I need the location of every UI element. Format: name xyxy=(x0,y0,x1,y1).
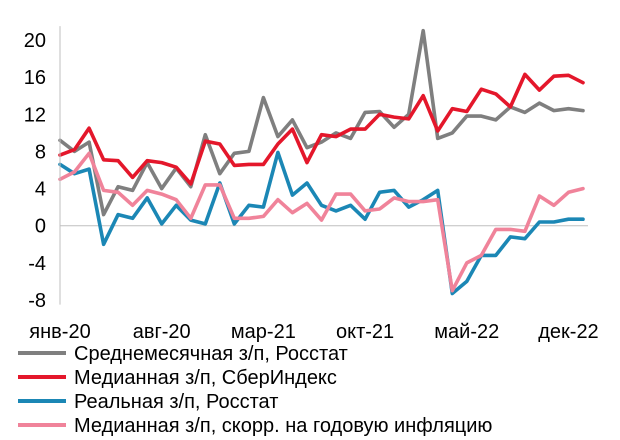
legend-label-1: Среднемесячная з/п, Росстат xyxy=(74,343,348,365)
x-axis: янв-20 авг-20 мар-21 окт-21 май-22 дек-22 xyxy=(29,321,598,343)
series-line-2 xyxy=(58,72,585,186)
y-axis: -8 -4 0 4 8 12 16 20 xyxy=(24,26,61,312)
x-tick-label: дек-22 xyxy=(538,321,598,343)
y-tick-label: -8 xyxy=(28,290,46,312)
y-tick-label: 12 xyxy=(24,104,46,126)
y-tick-label: 20 xyxy=(24,30,46,52)
series-line-4 xyxy=(58,151,585,293)
legend-label-2: Медианная з/п, СберИндекс xyxy=(74,367,337,389)
series-line-3 xyxy=(58,150,585,296)
plot-area xyxy=(58,28,588,296)
y-tick-label: 4 xyxy=(35,179,46,201)
legend-label-4: Медианная з/п, скорр. на годовую инфляци… xyxy=(74,415,492,437)
x-tick-label: май-22 xyxy=(434,321,499,343)
series-line-1 xyxy=(58,28,585,217)
y-tick-label: -4 xyxy=(28,253,46,275)
x-tick-label: янв-20 xyxy=(29,321,90,343)
x-tick-label: авг-20 xyxy=(133,321,191,343)
legend-label-3: Реальная з/п, Росстат xyxy=(74,391,278,413)
x-tick-label: мар-21 xyxy=(231,321,296,343)
y-tick-label: 8 xyxy=(35,141,46,163)
x-tick-label: окт-21 xyxy=(336,321,394,343)
y-tick-label: 0 xyxy=(35,216,46,238)
y-tick-label: 16 xyxy=(24,67,46,89)
